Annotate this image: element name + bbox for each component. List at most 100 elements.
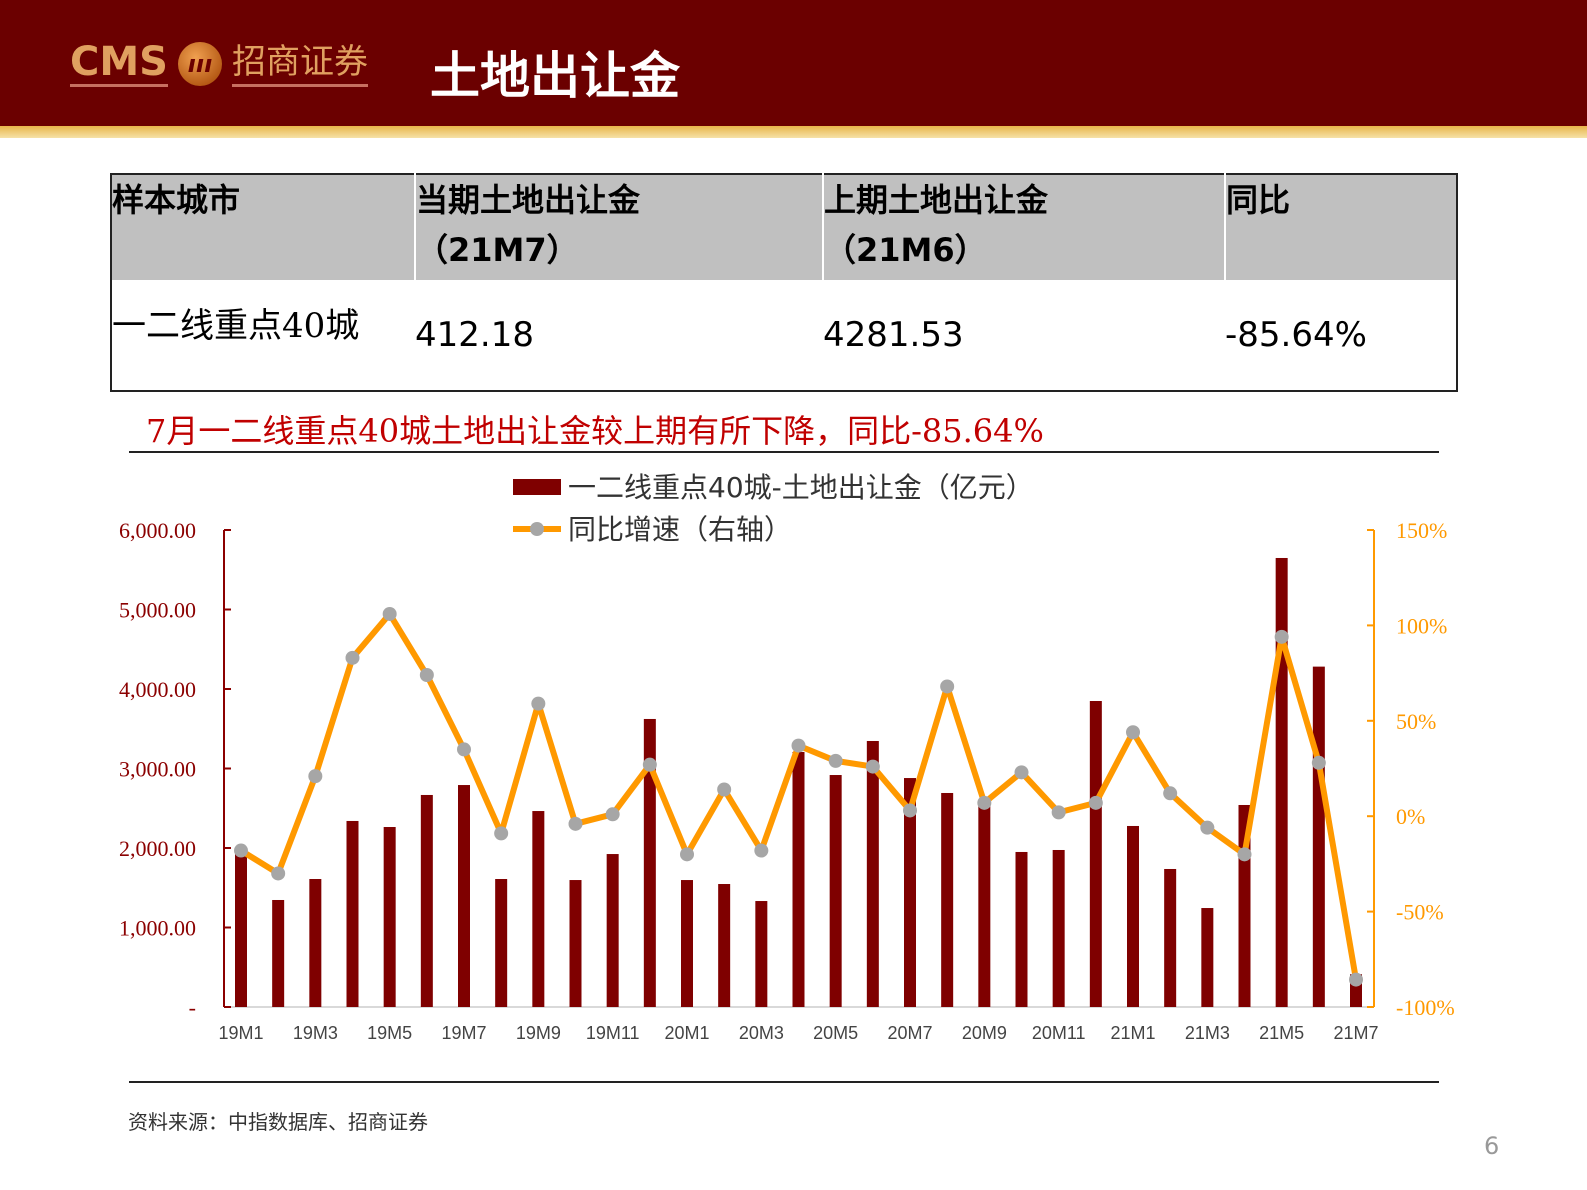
right-tick-label: -50% [1396, 900, 1444, 925]
table-row: 一二线重点40城 412.18 4281.53 -85.64% [111, 280, 1457, 391]
bar [718, 884, 731, 1007]
yoy-point [903, 803, 917, 818]
x-tick-label: 19M11 [586, 1023, 640, 1043]
x-tick-label: 20M7 [887, 1023, 932, 1043]
yoy-point [1163, 786, 1178, 801]
yoy-point [308, 769, 323, 784]
x-tick-label: 21M1 [1110, 1023, 1155, 1043]
yoy-point [977, 795, 992, 810]
x-tick-label: 20M11 [1032, 1023, 1086, 1043]
bar [1052, 849, 1065, 1007]
cell-yoy: -85.64% [1225, 315, 1367, 355]
header-cell: 当期土地出让金 （21M7） [414, 174, 823, 280]
divider [129, 1081, 1439, 1083]
yoy-point [271, 866, 286, 881]
x-tick-label: 19M1 [218, 1023, 263, 1043]
bar [569, 880, 582, 1007]
bar [309, 879, 322, 1007]
bar [978, 800, 991, 1007]
bar [1275, 557, 1288, 1007]
x-tick-label: 20M5 [813, 1023, 858, 1043]
yoy-point [1200, 820, 1215, 835]
bar [532, 811, 545, 1007]
bar [495, 879, 508, 1007]
cell-current: 412.18 [415, 315, 534, 355]
bar [1127, 825, 1139, 1007]
x-tick-label: 19M9 [516, 1023, 561, 1043]
page-title: 土地出让金 [430, 47, 680, 105]
bar [458, 785, 470, 1007]
legend-marker [530, 522, 544, 536]
bar [829, 775, 842, 1007]
yoy-point [531, 696, 546, 711]
yoy-point [1014, 765, 1029, 780]
chart-subtitle: 7月一二线重点40城土地出让金较上期有所下降，同比-85.64% [146, 412, 1044, 450]
bar [1164, 868, 1177, 1007]
bar [606, 854, 619, 1007]
yoy-point [1088, 795, 1103, 810]
yoy-point [717, 782, 732, 797]
yoy-point [1349, 972, 1363, 987]
left-tick-label: 3,000.00 [119, 757, 196, 782]
summary-table: 样本城市 当期土地出让金 （21M7） 上期土地出让金 （21M6） 同比 一二线重… [110, 173, 1458, 392]
right-tick-label: 0% [1396, 804, 1425, 829]
yoy-point [680, 847, 694, 862]
cms-logo: CMS ııı 招商证券 [70, 39, 368, 87]
left-tick-label: 5,000.00 [119, 598, 196, 623]
right-tick-label: -100% [1396, 995, 1455, 1020]
yoy-point [605, 807, 620, 822]
bar [792, 751, 805, 1007]
yoy-point [791, 738, 806, 753]
x-tick-label: 20M9 [962, 1023, 1007, 1043]
yoy-point [1311, 755, 1326, 770]
x-tick-label: 19M3 [293, 1023, 338, 1043]
source-note: 资料来源：中指数据库、招商证券 [128, 1110, 428, 1134]
yoy-point [865, 759, 880, 774]
bar [1201, 908, 1214, 1007]
page-number: 6 [1484, 1132, 1500, 1160]
bar [643, 718, 656, 1007]
x-tick-label: 20M3 [739, 1023, 784, 1043]
x-tick-label: 20M1 [664, 1023, 709, 1043]
left-tick-label: 4,000.00 [119, 677, 196, 702]
cell-city: 一二线重点40城 [112, 306, 360, 346]
bar [235, 848, 247, 1007]
legend-line-label: 同比增速（右轴） [568, 513, 792, 546]
yoy-point [234, 843, 248, 858]
header-bar: CMS ııı 招商证券 土地出让金 [0, 0, 1587, 128]
bar [1015, 851, 1028, 1007]
right-tick-label: 150% [1396, 518, 1447, 543]
yoy-point [754, 843, 769, 858]
bar [1089, 701, 1102, 1007]
header-cell: 同比 [1224, 174, 1457, 280]
x-tick-label: 21M7 [1333, 1023, 1378, 1043]
cell-previous: 4281.53 [823, 315, 964, 355]
left-tick-label: - [189, 995, 196, 1020]
left-tick-label: 6,000.00 [119, 518, 196, 543]
gold-band [0, 126, 1587, 138]
x-tick-label: 21M5 [1259, 1023, 1304, 1043]
x-tick-label: 19M7 [441, 1023, 486, 1043]
yoy-point [568, 816, 583, 831]
divider [129, 451, 1439, 453]
right-tick-label: 50% [1396, 709, 1436, 734]
yoy-point [457, 742, 471, 757]
yoy-point [1126, 725, 1140, 740]
bar [383, 827, 396, 1007]
yoy-point [419, 668, 434, 683]
bar [941, 792, 954, 1007]
header-cell: 样本城市 [111, 174, 415, 280]
yoy-point [1237, 847, 1252, 862]
right-tick-label: 100% [1396, 613, 1447, 638]
yoy-point [494, 826, 509, 841]
x-tick-label: 21M3 [1185, 1023, 1230, 1043]
legend: 一二线重点40城-土地出让金（亿元） 同比增速（右轴） [513, 471, 1034, 546]
bar [755, 901, 768, 1007]
yoy-point [382, 606, 397, 621]
yoy-point [940, 679, 955, 694]
bar [420, 794, 433, 1007]
yoy-point [828, 753, 843, 768]
yoy-point [345, 650, 360, 665]
